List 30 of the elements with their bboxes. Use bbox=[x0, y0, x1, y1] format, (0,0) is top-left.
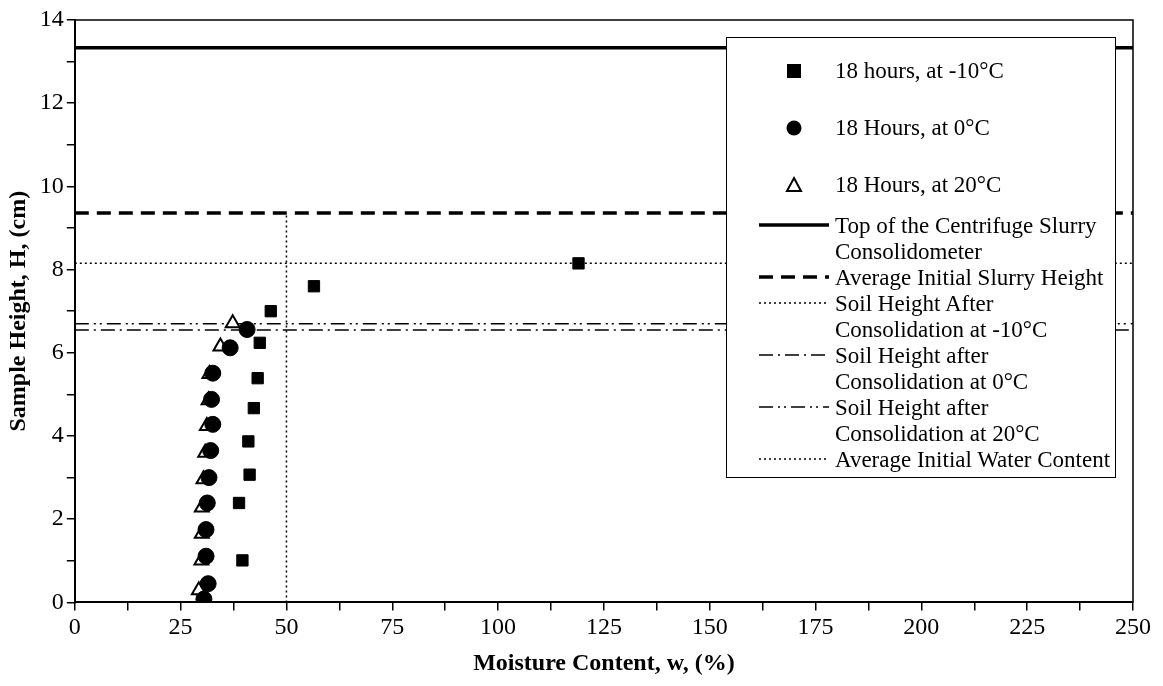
x-tick-label: 25 bbox=[168, 613, 193, 640]
x-tick-label: 250 bbox=[1115, 613, 1151, 640]
x-tick-label: 150 bbox=[691, 613, 728, 640]
x-tick-label: 100 bbox=[480, 613, 517, 640]
legend-label: Top of the Centrifuge Slurry Consolidometer bbox=[835, 213, 1098, 265]
y-tick-label: 14 bbox=[39, 5, 64, 32]
legend-label: Average Initial Water Content bbox=[835, 447, 1111, 473]
y-tick-label: 2 bbox=[51, 504, 64, 531]
legend-label: Average Initial Slurry Height bbox=[835, 265, 1104, 291]
x-tick-label: 175 bbox=[797, 613, 834, 640]
y-tick-label: 8 bbox=[51, 254, 64, 281]
x-tick-label: 200 bbox=[903, 613, 940, 640]
x-axis-title: Moisture Content, w, (%) bbox=[473, 648, 735, 675]
legend-label: 18 Hours, at 20°C bbox=[835, 171, 1002, 198]
y-tick-label: 10 bbox=[39, 171, 64, 198]
legend-label: 18 Hours, at 0°C bbox=[835, 114, 990, 141]
legend-label: Soil Height after Consolidation at 0°C bbox=[835, 343, 1030, 395]
x-tick-label: 225 bbox=[1009, 613, 1046, 640]
y-axis-title: Sample Height, H, (cm) bbox=[3, 190, 30, 432]
x-tick-label: 0 bbox=[68, 613, 81, 640]
legend-label: Soil Height after Consolidation at 20°C bbox=[835, 395, 1041, 447]
y-tick-label: 12 bbox=[39, 88, 64, 115]
y-tick-label: 6 bbox=[51, 338, 64, 365]
y-tick-label: 0 bbox=[51, 587, 64, 614]
x-tick-label: 50 bbox=[274, 613, 299, 640]
legend-label: Soil Height After Consolidation at -10°C bbox=[835, 291, 1049, 343]
legend-label: 18 hours, at -10°C bbox=[835, 57, 1004, 84]
x-tick-label: 125 bbox=[585, 613, 622, 640]
x-tick-label: 75 bbox=[380, 613, 405, 640]
y-tick-label: 4 bbox=[51, 421, 64, 448]
